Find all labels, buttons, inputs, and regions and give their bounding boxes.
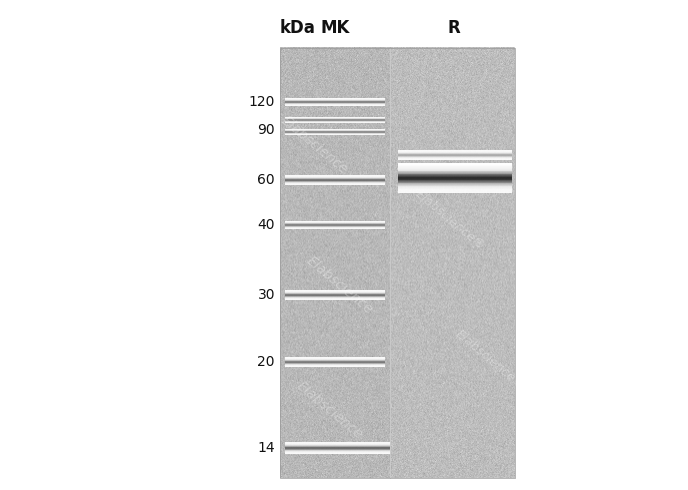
- Text: Elabscience: Elabscience: [294, 378, 366, 441]
- Bar: [398, 180, 512, 181]
- Text: Elabscience®: Elabscience®: [413, 187, 487, 253]
- Bar: [398, 189, 512, 190]
- Bar: [398, 181, 512, 182]
- Text: 40: 40: [257, 218, 275, 232]
- Bar: [398, 172, 512, 173]
- Bar: [398, 174, 512, 175]
- Bar: [398, 175, 512, 176]
- Bar: [398, 183, 512, 184]
- Text: Elabscience®: Elabscience®: [523, 167, 597, 233]
- Bar: [398, 171, 512, 172]
- Text: 14: 14: [257, 441, 275, 455]
- Bar: [398, 169, 512, 170]
- Text: 120: 120: [248, 95, 275, 109]
- Bar: [398, 173, 512, 174]
- Bar: [398, 163, 512, 164]
- Bar: [398, 166, 512, 167]
- Text: Elabscience: Elabscience: [279, 113, 351, 177]
- Bar: [398, 192, 512, 193]
- Bar: [398, 170, 512, 171]
- Text: Elabscience: Elabscience: [304, 253, 376, 317]
- Bar: [398, 178, 512, 179]
- Bar: [398, 191, 512, 192]
- Bar: [398, 187, 512, 188]
- Text: R: R: [448, 19, 460, 37]
- Bar: [398, 188, 512, 189]
- Bar: [398, 190, 512, 191]
- Text: 60: 60: [257, 173, 275, 187]
- Bar: [398, 179, 512, 180]
- Bar: [398, 184, 512, 185]
- Text: Elabscience®: Elabscience®: [552, 327, 627, 393]
- Bar: [398, 164, 512, 165]
- Bar: [398, 167, 512, 168]
- Bar: [398, 186, 512, 187]
- Text: 90: 90: [257, 123, 275, 137]
- Text: 20: 20: [257, 355, 275, 369]
- Text: Elabscience®: Elabscience®: [453, 327, 527, 393]
- Bar: [398, 176, 512, 177]
- Bar: [280, 48, 515, 478]
- Text: kDa: kDa: [280, 19, 316, 37]
- Bar: [398, 177, 512, 178]
- Bar: [398, 165, 512, 166]
- Bar: [398, 182, 512, 183]
- Text: MK: MK: [321, 19, 350, 37]
- Text: 30: 30: [257, 288, 275, 302]
- Bar: [398, 185, 512, 186]
- Bar: [398, 168, 512, 169]
